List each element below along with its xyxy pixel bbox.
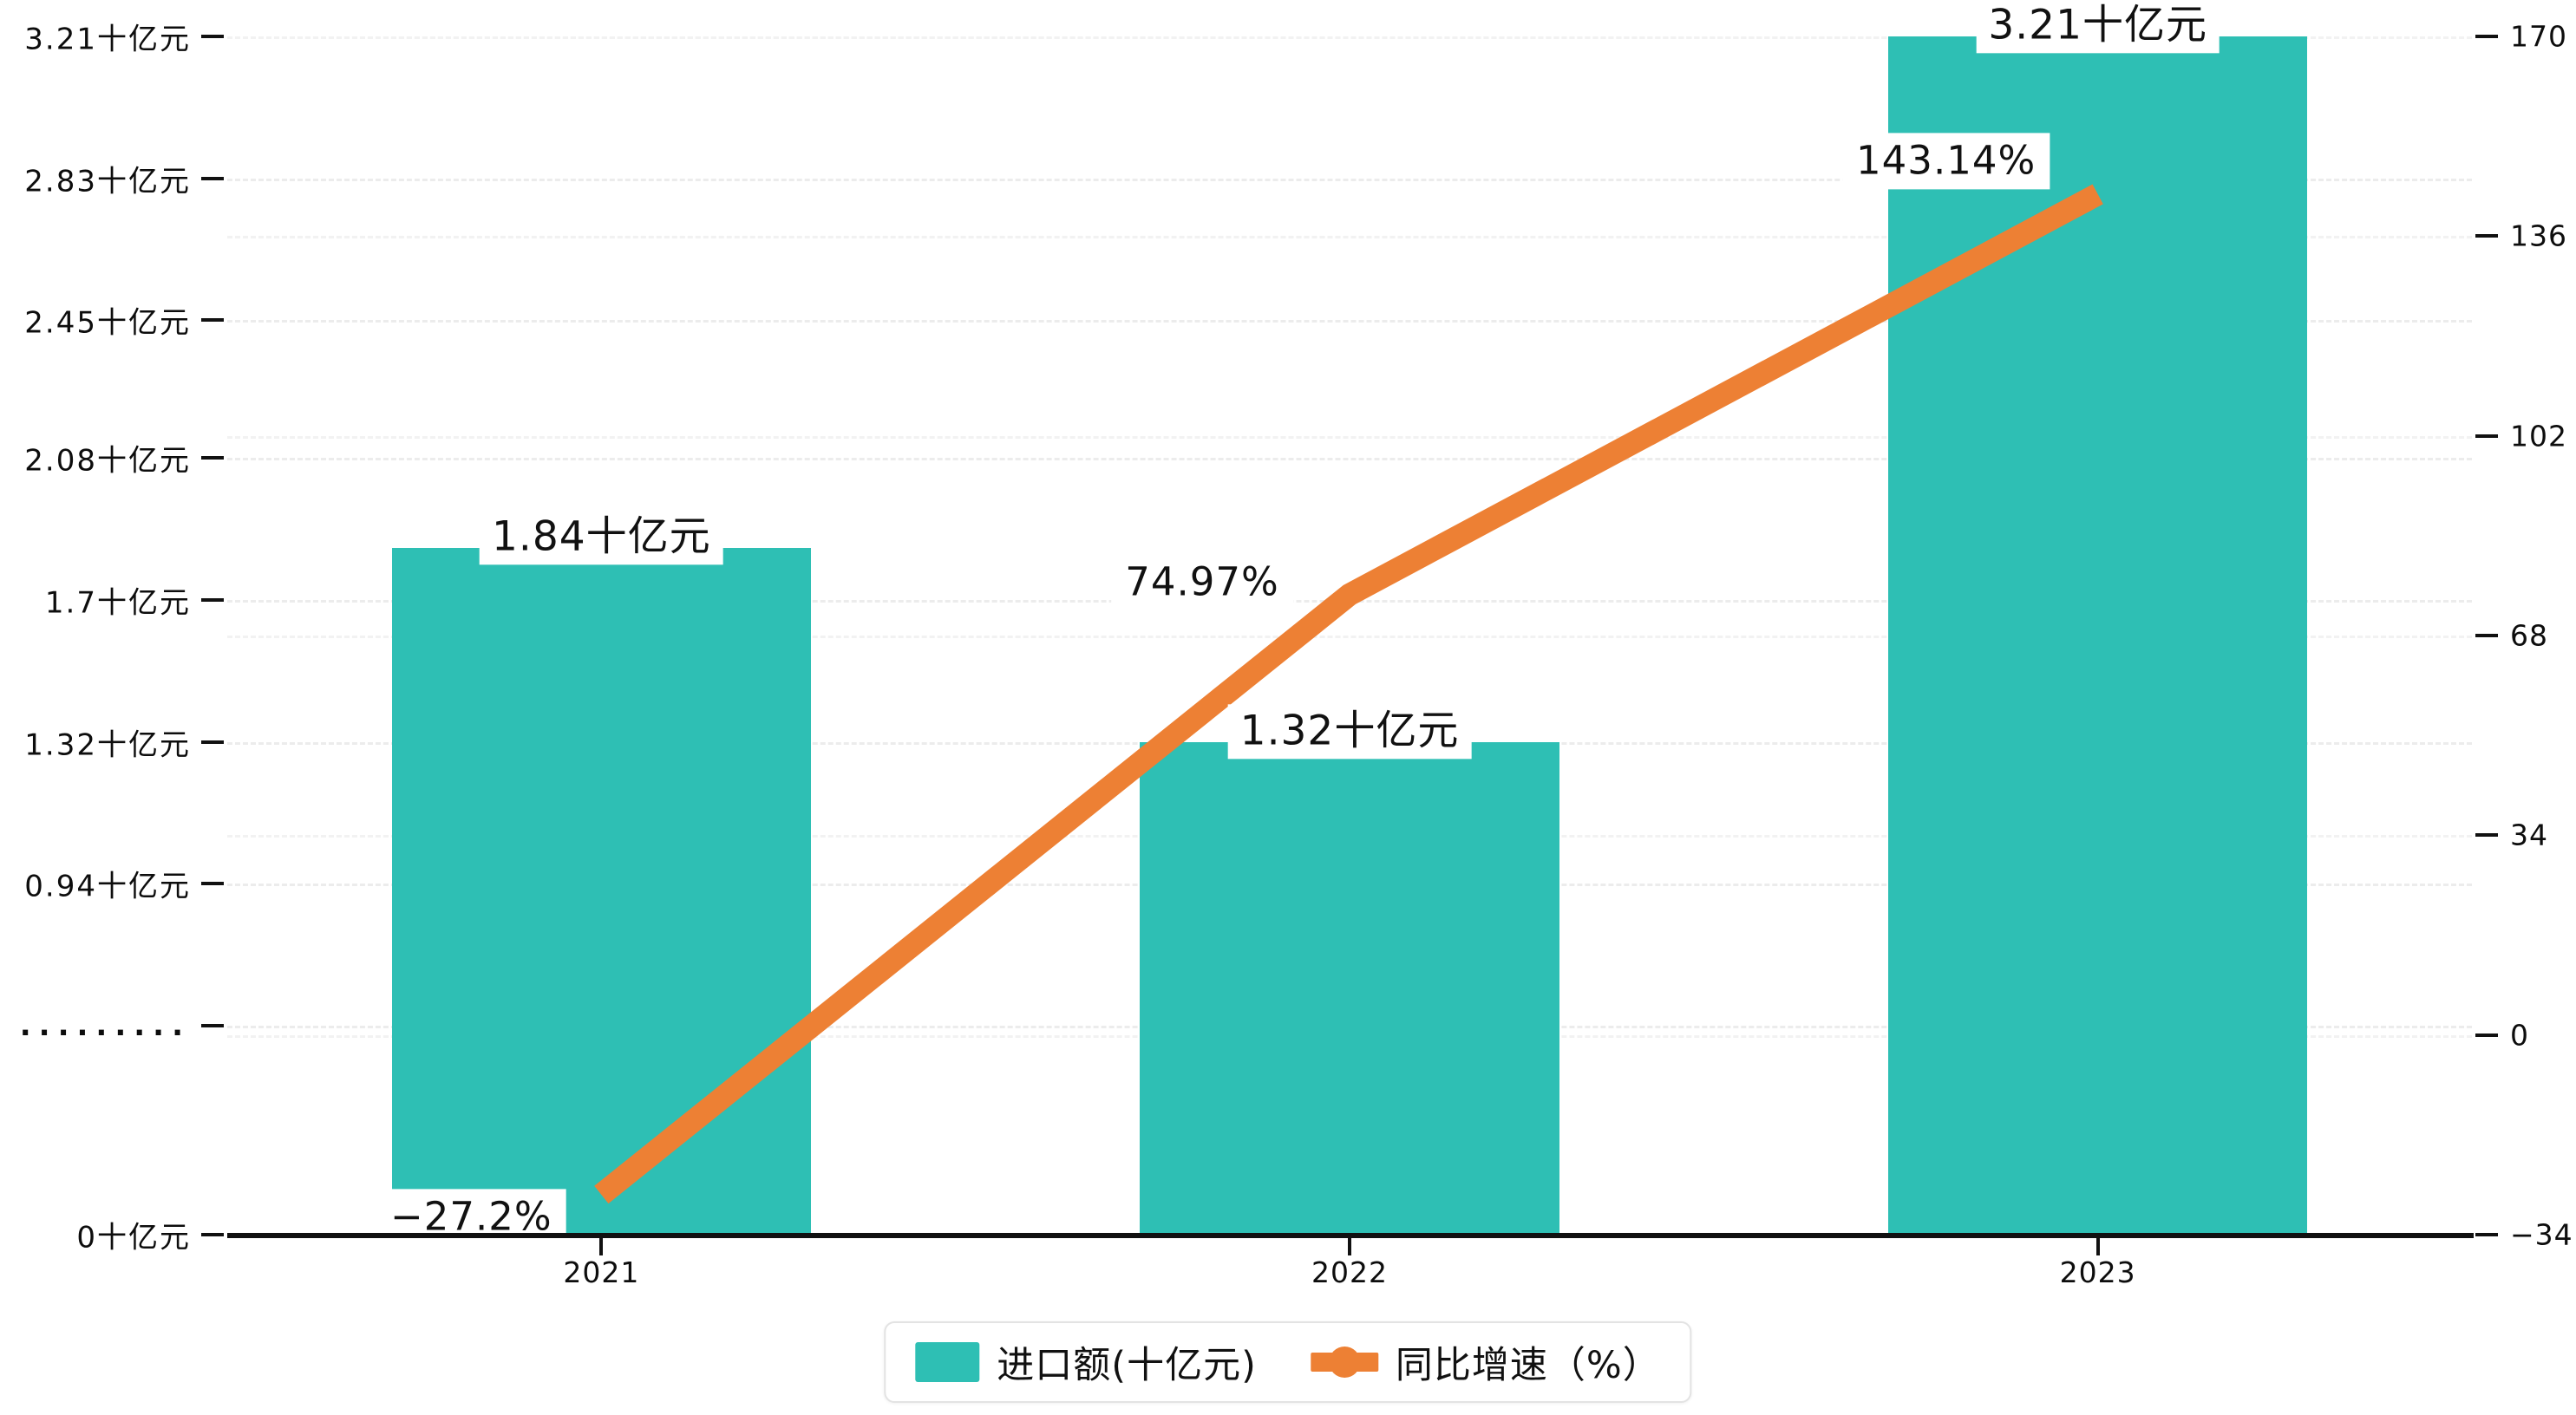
x-axis-tick [599,1238,604,1255]
x-axis-tick [2095,1238,2100,1255]
y-axis-tick-right [2475,234,2498,238]
y-axis-label-right: −34 [2510,1217,2573,1252]
x-axis-label-2022: 2022 [1311,1255,1388,1289]
line-value-label-2023: 143.14% [1842,133,2050,190]
line-value-label-2022: 74.97% [1111,554,1293,611]
y-axis-tick-left [201,318,224,323]
gridline-right [227,636,2472,638]
y-axis-tick-left [201,456,224,460]
y-axis-label-left: 2.83十亿元 [24,164,191,199]
y-axis-label-left: 1.7十亿元 [44,585,191,621]
y-axis-tick-left [201,35,224,38]
x-axis-tick [1348,1238,1351,1255]
y-axis-tick-left [201,882,224,886]
legend-swatch-bar-icon [915,1342,980,1382]
legend-label-line: 同比增速（%） [1395,1344,1661,1387]
y-axis-label-left: ......... [19,1007,191,1043]
y-axis-label-left: 0十亿元 [76,1220,191,1255]
gridline-left [227,178,2472,181]
y-axis-tick-right [2475,1033,2498,1037]
y-axis-tick-right [2475,833,2498,838]
y-axis-label-left: 2.45十亿元 [24,305,191,341]
y-axis-label-right: 0 [2510,1018,2529,1053]
gridline-left [227,320,2472,323]
legend-swatch-line-icon [1310,1342,1378,1382]
bar-value-label-2022: 1.32十亿元 [1227,704,1472,760]
y-axis-label-right: 102 [2510,419,2567,453]
y-axis-label-left: 1.32十亿元 [24,727,191,763]
gridline-left [227,458,2472,461]
legend-item-bar[interactable]: 进口额(十亿元) [915,1335,1257,1389]
bar-2023[interactable] [1888,36,2308,1235]
legend-label-bar: 进口额(十亿元) [997,1344,1257,1387]
x-axis-line [227,1233,2474,1238]
x-axis-label-2023: 2023 [2059,1255,2136,1289]
y-axis-tick-left [201,1023,224,1027]
y-axis-label-left: 2.08十亿元 [24,443,191,479]
gridline-right [227,36,2472,39]
y-axis-tick-right [2475,1233,2498,1236]
y-axis-tick-left [201,740,224,744]
bar-2022[interactable] [1140,741,1559,1235]
growth-line [594,184,2103,1204]
y-axis-label-right: 34 [2510,818,2548,852]
y-axis-tick-left [201,598,224,603]
bar-value-label-2023: 3.21十亿元 [1976,0,2220,54]
y-axis-label-left: 3.21十亿元 [24,22,191,57]
legend-item-line[interactable]: 同比增速（%） [1310,1335,1661,1389]
y-axis-label-left: 0.94十亿元 [24,869,191,904]
plot-area: 0十亿元......... 0.94十亿元 1.32十亿元 1.7十亿元 2.08十亿元… [20,0,2573,1255]
y-axis-tick-right [2475,35,2498,38]
chart-legend: 进口额(十亿元) 同比增速（%） [884,1321,1692,1403]
y-axis-label-right: 136 [2510,218,2567,253]
x-axis-label-2021: 2021 [563,1255,640,1289]
y-axis-label-right: 68 [2510,618,2548,653]
y-axis-tick-left [201,1233,224,1236]
y-axis-tick-left [201,176,224,180]
y-axis-label-right: 170 [2510,19,2567,54]
bar-value-label-2021: 1.84十亿元 [480,510,723,565]
gridline-right [227,236,2472,239]
gridline-right [227,435,2472,439]
y-axis-tick-right [2475,434,2498,438]
y-axis-tick-right [2475,634,2498,637]
bar-2021[interactable] [391,547,811,1235]
